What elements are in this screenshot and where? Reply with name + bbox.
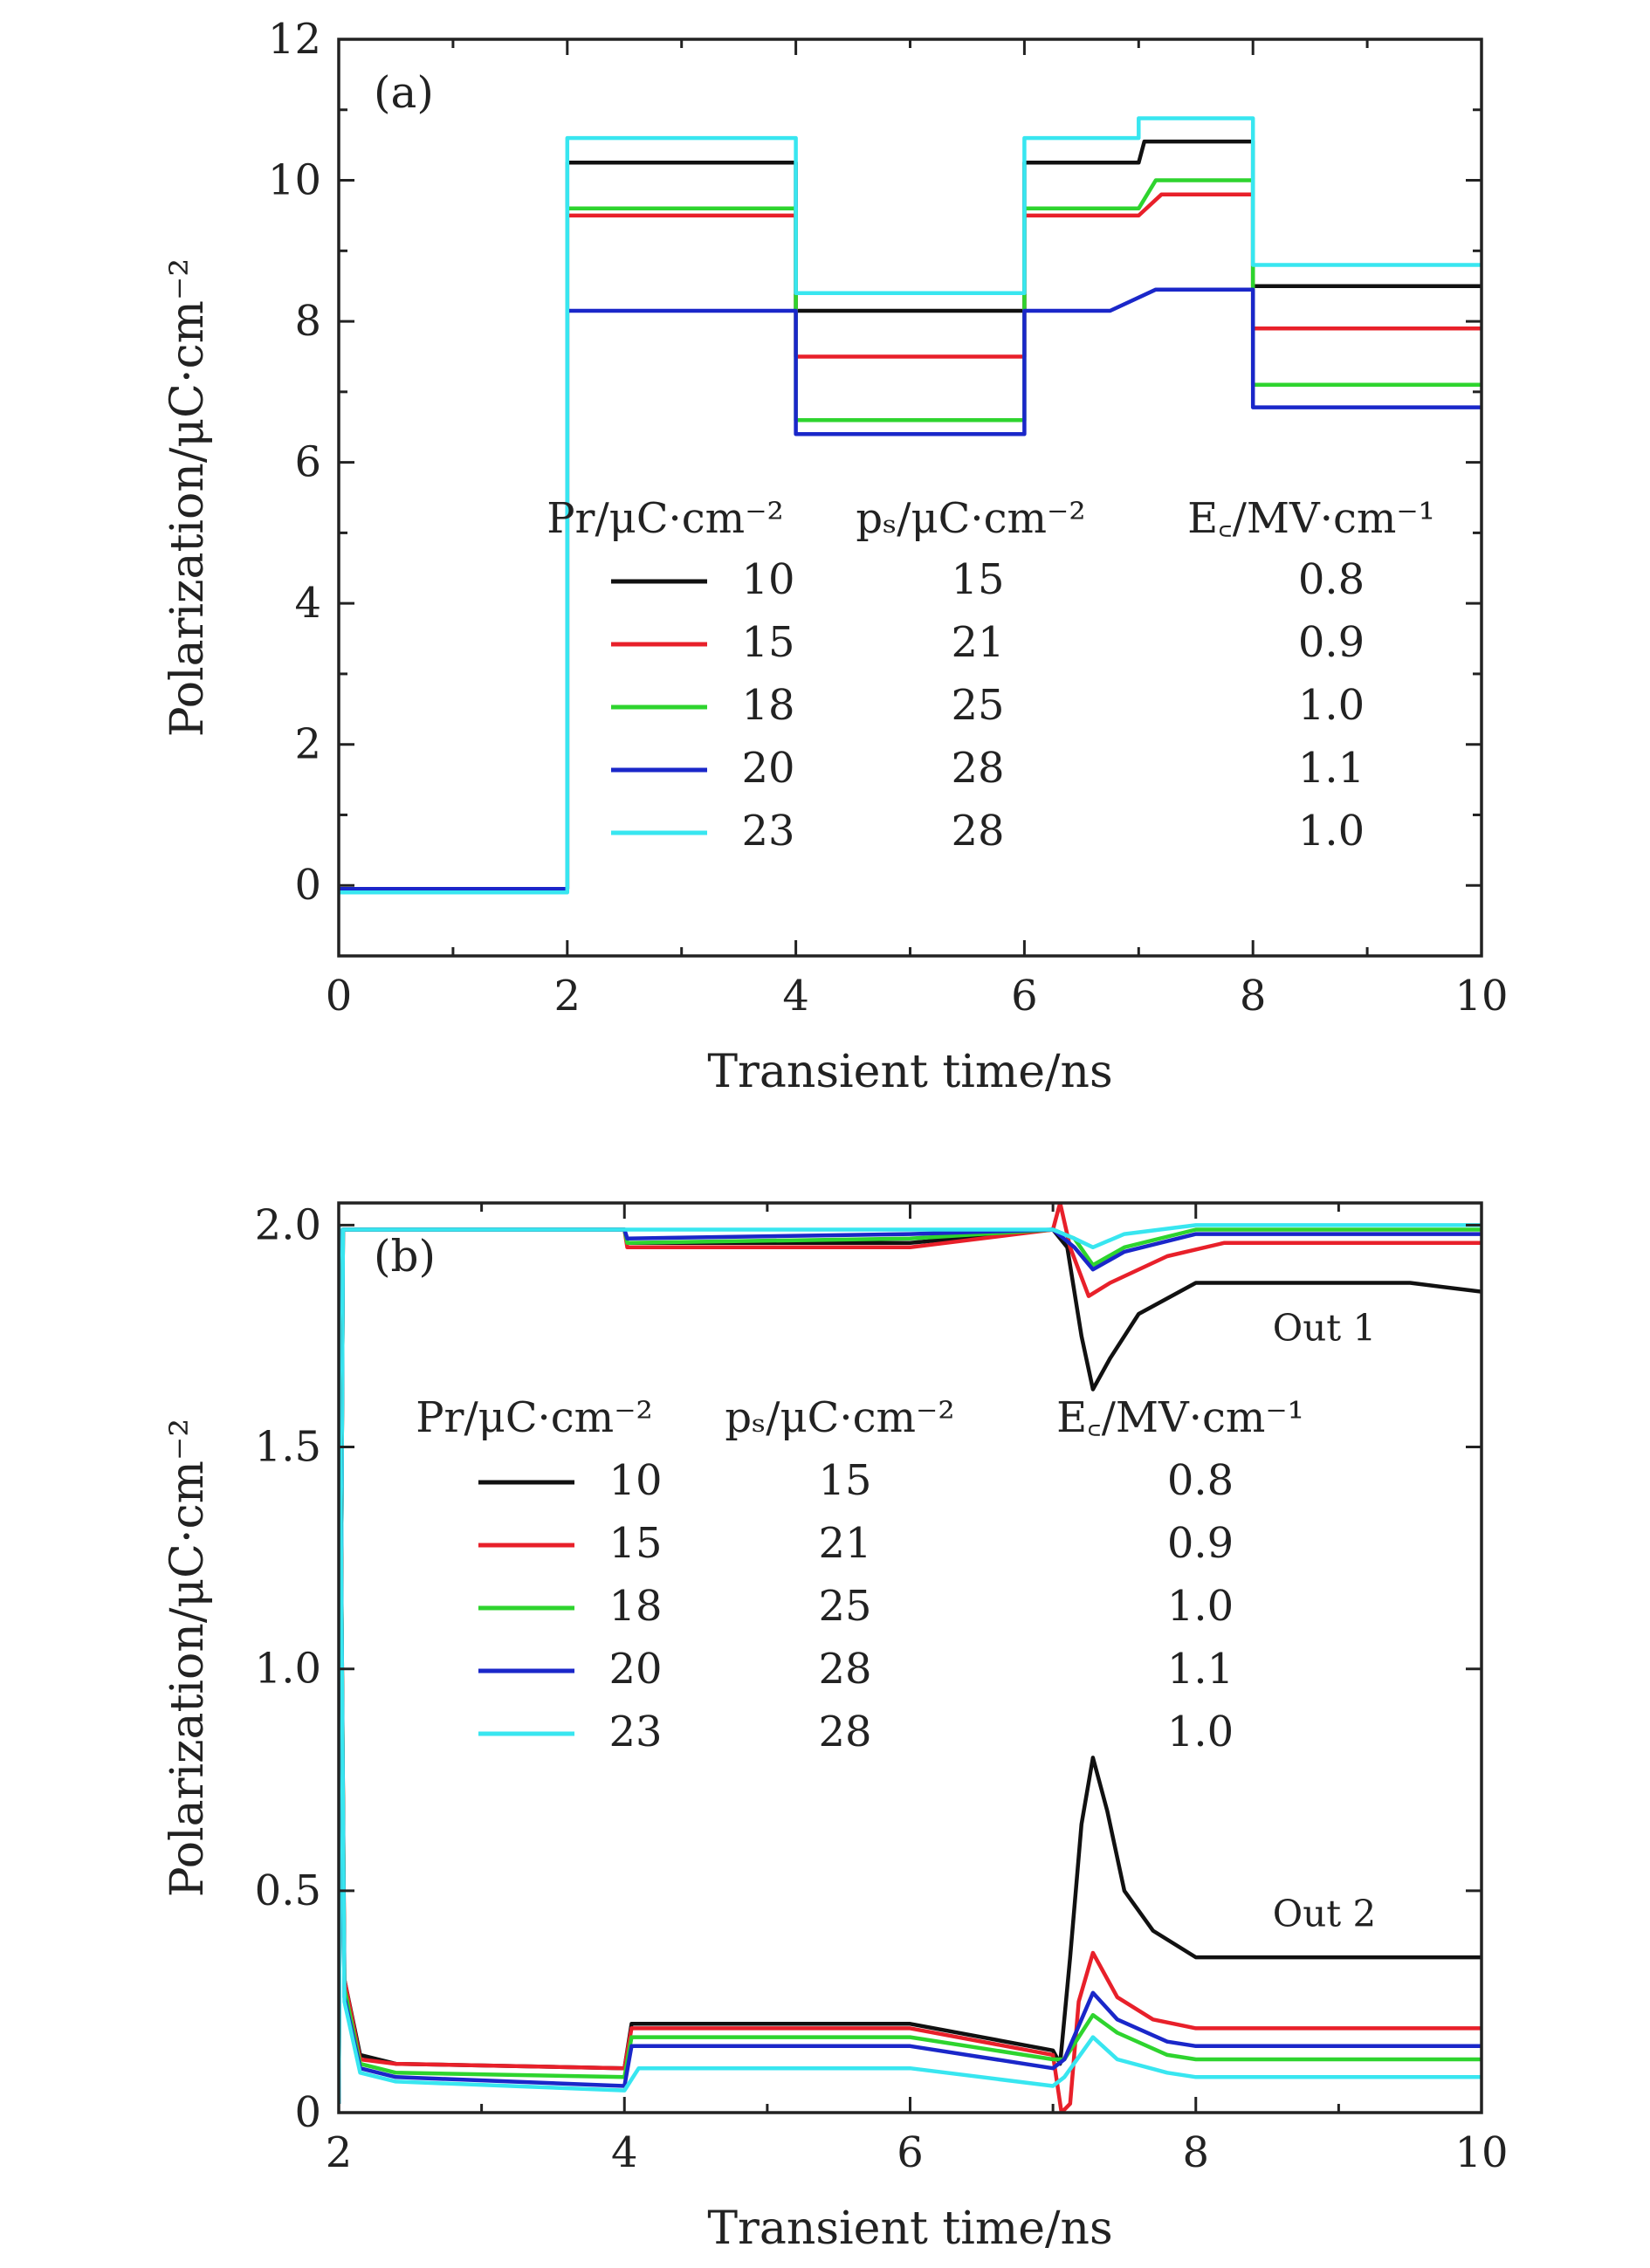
legend-ec: 1.0 <box>1298 807 1365 856</box>
legend-pr: 15 <box>608 1519 662 1568</box>
legend-ec: 0.9 <box>1298 618 1365 667</box>
legend-ps: 25 <box>818 1582 871 1631</box>
panel-b: 2 4 6 8 10 0 0.5 1.0 1.5 2.0 Transient time/ns Pola… <box>162 1200 1509 2255</box>
legend-pr: 10 <box>608 1456 662 1505</box>
y-tick-label: 0.5 <box>255 1866 321 1915</box>
legend-header: Pr/μC·cm⁻² <box>416 1393 653 1442</box>
series-group <box>339 1203 1482 2113</box>
x-tick-label: 2 <box>554 972 581 1021</box>
x-tick-label: 6 <box>897 2128 924 2177</box>
legend-header: E꜀/MV·cm⁻¹ <box>1187 494 1435 543</box>
y-tick-label: 2.0 <box>255 1200 321 1249</box>
legend: Pr/μC·cm⁻² pₛ/μC·cm⁻² E꜀/MV·cm⁻¹ 10 15 0.8 15 2… <box>547 494 1435 856</box>
legend-ec: 1.0 <box>1167 1582 1234 1631</box>
legend: Pr/μC·cm⁻² pₛ/μC·cm⁻² E꜀/MV·cm⁻¹ 10 15 0.8 15 2… <box>416 1393 1304 1756</box>
legend-ps: 15 <box>818 1456 871 1505</box>
legend-ps: 28 <box>818 1645 871 1694</box>
legend-pr: 18 <box>608 1582 662 1631</box>
legend-ec: 0.8 <box>1167 1456 1234 1505</box>
legend-ps: 28 <box>951 807 1004 856</box>
panel-label: (b) <box>374 1231 436 1282</box>
legend-ec: 1.0 <box>1167 1708 1234 1756</box>
legend-ec: 1.1 <box>1298 744 1365 793</box>
y-tick-label: 1.5 <box>255 1423 321 1472</box>
legend-pr: 20 <box>608 1645 662 1694</box>
legend-header: pₛ/μC·cm⁻² <box>725 1393 954 1442</box>
legend-ps: 21 <box>818 1519 871 1568</box>
x-axis-label: Transient time/ns <box>707 1046 1112 1098</box>
series-line-18-out-2 <box>339 1225 1482 2079</box>
y-tick-label: 0 <box>294 861 321 910</box>
series-line-10-out-1 <box>339 1227 1482 2104</box>
series-line-23-out-2 <box>339 1225 1482 2093</box>
x-tick-label: 2 <box>326 2128 353 2177</box>
legend-ec: 0.9 <box>1167 1519 1234 1568</box>
y-tick-label: 0 <box>294 2088 321 2137</box>
y-tick-label: 8 <box>294 297 321 346</box>
x-tick-label: 10 <box>1454 972 1508 1021</box>
legend-header: pₛ/μC·cm⁻² <box>856 494 1085 543</box>
y-axis-label: Polarization/μC·cm⁻² <box>162 1419 214 1897</box>
series-line-20-out-1 <box>339 1227 1482 2104</box>
series-line-10-out-2 <box>339 1225 1482 2071</box>
x-tick-label: 6 <box>1011 972 1038 1021</box>
x-tick-label: 4 <box>782 972 809 1021</box>
y-tick-label: 1.0 <box>255 1645 321 1694</box>
annotation-out-2: Out 2 <box>1273 1893 1376 1935</box>
legend-pr: 18 <box>741 681 794 730</box>
x-tick-label: 10 <box>1454 2128 1508 2177</box>
legend-ps: 28 <box>818 1708 871 1756</box>
legend-pr: 15 <box>741 618 794 667</box>
y-tick-label: 12 <box>268 15 321 64</box>
x-tick-label: 4 <box>611 2128 638 2177</box>
y-tick-label: 6 <box>294 438 321 487</box>
x-tick-label: 0 <box>326 972 353 1021</box>
y-tick-label: 10 <box>268 156 321 205</box>
annotation-out-1: Out 1 <box>1273 1307 1376 1350</box>
legend-pr: 10 <box>741 555 794 604</box>
legend-pr: 23 <box>741 807 794 856</box>
x-tick-label: 8 <box>1240 972 1267 1021</box>
legend-ec: 1.0 <box>1298 681 1365 730</box>
series-line-23 <box>339 116 1482 895</box>
y-tick-label: 2 <box>294 720 321 769</box>
legend-header: E꜀/MV·cm⁻¹ <box>1056 1393 1304 1442</box>
y-axis-label: Polarization/μC·cm⁻² <box>162 258 214 737</box>
x-axis-label: Transient time/ns <box>707 2203 1112 2255</box>
series-line-18-out-1 <box>339 1227 1482 2104</box>
legend-ps: 21 <box>951 618 1004 667</box>
legend-pr: 23 <box>608 1708 662 1756</box>
y-tick-label: 4 <box>294 579 321 628</box>
legend-ps: 25 <box>951 681 1004 730</box>
legend-ps: 28 <box>951 744 1004 793</box>
series-group <box>339 116 1482 895</box>
legend-header: Pr/μC·cm⁻² <box>547 494 784 543</box>
legend-ec: 0.8 <box>1298 555 1365 604</box>
legend-pr: 20 <box>741 744 794 793</box>
series-line-20-out-2 <box>339 1225 1482 2088</box>
panel-a: 0 2 4 6 8 10 0 2 4 6 8 10 12 Transient time/ns Polariz… <box>162 15 1509 1098</box>
series-line-23-out-1 <box>339 1223 1482 2104</box>
legend-ps: 15 <box>951 555 1004 604</box>
legend-ec: 1.1 <box>1167 1645 1234 1694</box>
panel-label: (a) <box>374 67 434 118</box>
x-tick-label: 8 <box>1182 2128 1209 2177</box>
